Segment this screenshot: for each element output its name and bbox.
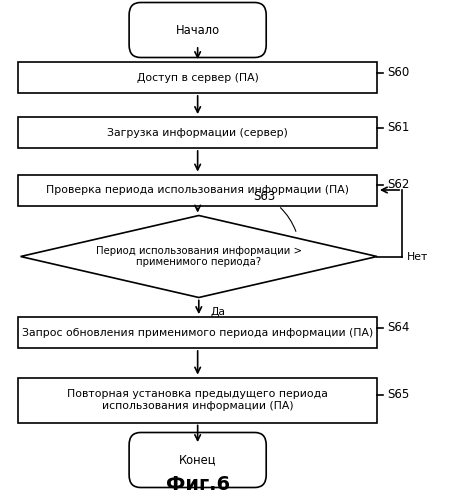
Text: Конец: Конец	[179, 454, 217, 466]
Text: Фиг.6: Фиг.6	[165, 475, 230, 494]
Text: Начало: Начало	[175, 24, 220, 36]
FancyBboxPatch shape	[18, 317, 377, 348]
Text: Да: Да	[210, 306, 225, 316]
FancyBboxPatch shape	[18, 62, 377, 93]
Text: S62: S62	[387, 178, 409, 192]
Text: S65: S65	[387, 388, 409, 402]
Polygon shape	[21, 216, 377, 298]
Text: Проверка периода использования информации (ПА): Проверка периода использования информаци…	[46, 185, 349, 195]
Text: S61: S61	[387, 121, 409, 134]
FancyBboxPatch shape	[18, 378, 377, 422]
Text: Повторная установка предыдущего периода
использования информации (ПА): Повторная установка предыдущего периода …	[67, 389, 328, 411]
Text: S64: S64	[387, 321, 409, 334]
Text: Загрузка информации (сервер): Загрузка информации (сервер)	[107, 128, 288, 138]
FancyBboxPatch shape	[129, 432, 266, 488]
FancyBboxPatch shape	[18, 174, 377, 206]
Text: S63: S63	[254, 190, 296, 232]
Text: S60: S60	[387, 66, 409, 79]
Text: Нет: Нет	[407, 252, 428, 262]
FancyBboxPatch shape	[18, 117, 377, 148]
Text: Доступ в сервер (ПА): Доступ в сервер (ПА)	[137, 72, 259, 83]
FancyBboxPatch shape	[129, 2, 266, 58]
Text: Период использования информации >
применимого периода?: Период использования информации > примен…	[96, 246, 302, 268]
Text: Запрос обновления применимого периода информации (ПА): Запрос обновления применимого периода ин…	[22, 328, 373, 338]
